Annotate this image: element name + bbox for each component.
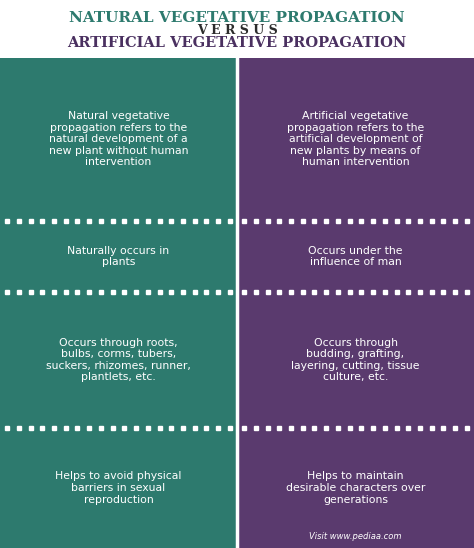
FancyBboxPatch shape bbox=[237, 428, 474, 548]
Text: ARTIFICIAL VEGETATIVE PROPAGATION: ARTIFICIAL VEGETATIVE PROPAGATION bbox=[67, 36, 407, 50]
Text: V E R S U S: V E R S U S bbox=[197, 24, 277, 37]
FancyBboxPatch shape bbox=[0, 292, 237, 428]
Text: NATURAL VEGETATIVE PROPAGATION: NATURAL VEGETATIVE PROPAGATION bbox=[69, 11, 405, 25]
Text: Occurs under the
influence of man: Occurs under the influence of man bbox=[308, 246, 403, 267]
Text: Natural vegetative
propagation refers to the
natural development of a
new plant : Natural vegetative propagation refers to… bbox=[49, 111, 188, 168]
FancyBboxPatch shape bbox=[0, 221, 237, 292]
Text: Visit www.pediaa.com: Visit www.pediaa.com bbox=[309, 533, 402, 541]
FancyBboxPatch shape bbox=[237, 292, 474, 428]
FancyBboxPatch shape bbox=[237, 221, 474, 292]
Text: Naturally occurs in
plants: Naturally occurs in plants bbox=[67, 246, 170, 267]
Text: Artificial vegetative
propagation refers to the
artificial development of
new pl: Artificial vegetative propagation refers… bbox=[287, 111, 424, 168]
FancyBboxPatch shape bbox=[237, 58, 474, 221]
Text: Helps to maintain
desirable characters over
generations: Helps to maintain desirable characters o… bbox=[286, 471, 425, 505]
Text: Occurs through
budding, grafting,
layering, cutting, tissue
culture, etc.: Occurs through budding, grafting, layeri… bbox=[291, 338, 420, 383]
Text: Occurs through roots,
bulbs, corms, tubers,
suckers, rhizomes, runner,
plantlets: Occurs through roots, bulbs, corms, tube… bbox=[46, 338, 191, 383]
FancyBboxPatch shape bbox=[0, 428, 237, 548]
Text: Helps to avoid physical
barriers in sexual
reproduction: Helps to avoid physical barriers in sexu… bbox=[55, 471, 182, 505]
FancyBboxPatch shape bbox=[0, 58, 237, 221]
